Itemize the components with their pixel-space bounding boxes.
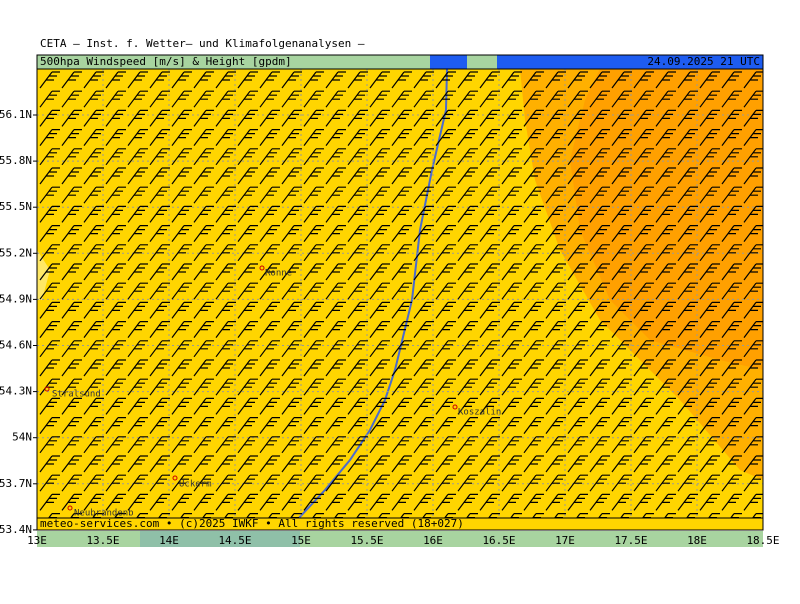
field [37,69,763,530]
map-title: CETA — Inst. f. Wetter— und Klimafolgena… [40,37,365,50]
credit: meteo-services.com • (c)2025 IWKF • All … [40,517,464,530]
lon-label: 14E [159,534,179,547]
legend-label: 500hpa Windspeed [m/s] & Height [gpdm] [40,55,292,68]
city-label: Neubrandenb [74,509,134,519]
lon-label: 13.5E [86,534,119,547]
header-bar [36,54,764,70]
date-label: 24.09.2025 21 UTC [647,55,760,68]
lat-label: 55.8N [0,154,32,167]
lat-label: 54.9N [0,292,32,305]
footer-bar [36,517,764,531]
city-marker [452,404,458,410]
lat-label: 53.7N [0,477,32,490]
lat-label: 55.2N [0,246,32,259]
city-label: Uckerm [179,480,212,490]
city-marker [67,505,73,511]
lat-label: 53.4N [0,523,32,536]
lon-label: 16E [423,534,443,547]
lon-label: 15E [291,534,311,547]
lon-label: 18.5E [746,534,779,547]
lat-label: 56.1N [0,108,32,121]
city-label: Stralsund [52,390,101,400]
lon-label: 13E [27,534,47,547]
lon-label: 17.5E [614,534,647,547]
city-label: Koszalin [458,408,501,418]
lat-label: 54.3N [0,385,32,398]
city-label: Ronne [265,269,292,279]
lon-label: 14.5E [218,534,251,547]
lon-label: 18E [687,534,707,547]
city-marker [44,386,50,392]
lat-label: 54.6N [0,339,32,352]
city-marker [259,265,265,271]
lon-label: 15.5E [350,534,383,547]
lat-label: 54N [12,431,32,444]
city-marker [172,475,178,481]
lon-label: 17E [555,534,575,547]
lat-label: 55.5N [0,200,32,213]
axis-strip [37,531,763,547]
lon-label: 16.5E [482,534,515,547]
